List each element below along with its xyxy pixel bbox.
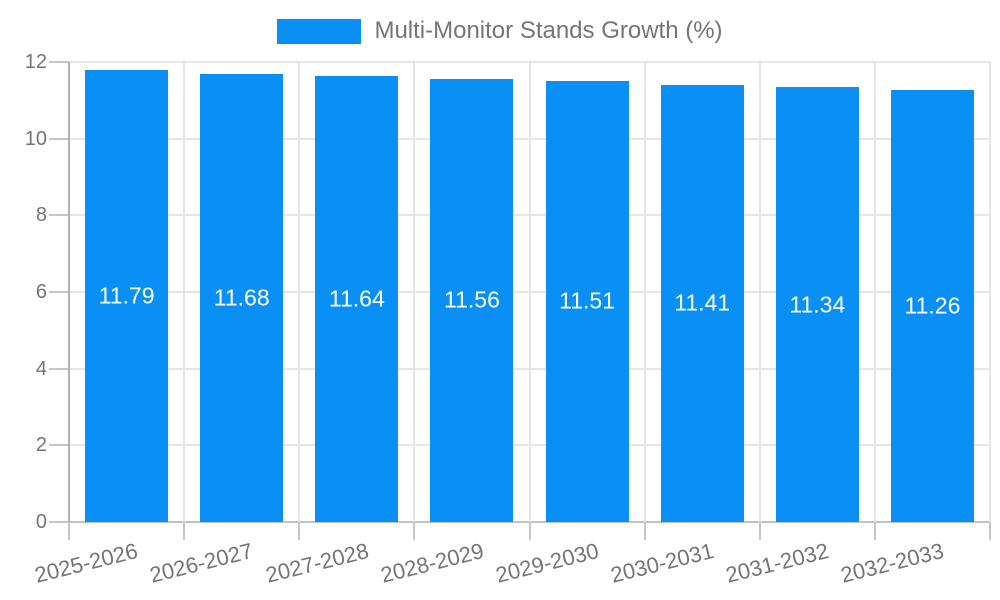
- y-axis-tick-label: 2: [35, 434, 47, 457]
- x-axis-tick: [643, 522, 646, 540]
- x-axis-tick: [758, 522, 761, 540]
- bar[interactable]: [85, 70, 169, 522]
- bar-value-label: 11.64: [328, 285, 385, 312]
- legend-swatch: [277, 18, 362, 44]
- y-axis-tick-label: 0: [35, 511, 47, 533]
- bar[interactable]: [775, 87, 859, 522]
- chart-legend[interactable]: Multi-Monitor Stands Growth (%): [0, 17, 1000, 45]
- y-axis-tick: [49, 444, 69, 447]
- y-axis-tick-label: 4: [35, 357, 47, 380]
- gridline-x: [413, 62, 416, 522]
- bar-value-label: 11.68: [213, 284, 270, 311]
- bar-value-label: 11.34: [789, 291, 846, 318]
- gridline-x: [758, 62, 761, 522]
- bar[interactable]: [545, 80, 629, 522]
- y-axis-tick: [49, 137, 69, 140]
- bar[interactable]: [430, 78, 514, 522]
- x-axis-tick: [68, 522, 70, 540]
- y-axis-tick: [49, 61, 69, 63]
- bar-value-label: 11.51: [559, 287, 615, 314]
- x-axis-tick: [989, 522, 991, 540]
- y-axis-tick-label: 8: [35, 204, 47, 227]
- y-axis-line: [68, 62, 70, 522]
- x-axis-tick: [873, 522, 876, 540]
- bar[interactable]: [890, 90, 974, 522]
- bar-value-label: 11.79: [98, 282, 155, 309]
- x-axis-tick: [183, 522, 186, 540]
- gridline-x: [528, 62, 531, 522]
- legend-label: Multi-Monitor Stands Growth (%): [374, 17, 723, 44]
- x-axis-tick-label: 2028-2029: [377, 538, 486, 588]
- x-axis-tick-label: 2029-2030: [492, 538, 602, 588]
- x-axis-tick-label: 2026-2027: [147, 538, 256, 588]
- gridline-x: [183, 62, 186, 522]
- gridline-x: [643, 62, 646, 522]
- x-axis-tick-label: 2031-2032: [723, 538, 832, 588]
- bar[interactable]: [200, 74, 284, 522]
- x-axis-tick: [528, 522, 531, 540]
- y-axis-tick: [49, 291, 69, 293]
- bar-value-label: 11.26: [904, 292, 961, 319]
- y-axis-tick-label: 6: [35, 281, 47, 303]
- x-axis-tick: [413, 522, 416, 540]
- bar-value-label: 11.56: [444, 286, 500, 313]
- bar[interactable]: [315, 75, 399, 522]
- x-axis-tick-label: 2032-2033: [838, 538, 947, 588]
- y-axis-tick: [49, 521, 69, 523]
- x-axis-tick-label: 2030-2031: [608, 538, 717, 588]
- gridline-x: [298, 62, 301, 522]
- y-axis-tick-label: 12: [24, 51, 47, 73]
- y-axis-tick-label: 10: [24, 127, 47, 150]
- bar[interactable]: [660, 84, 744, 522]
- bar-value-label: 11.41: [674, 289, 731, 316]
- y-axis-tick: [49, 214, 69, 217]
- gridline-x: [873, 62, 876, 522]
- y-axis-tick: [49, 367, 69, 370]
- x-axis-tick-label: 2027-2028: [262, 538, 371, 588]
- x-axis-tick-label: 2025-2026: [32, 538, 141, 588]
- gridline-x: [989, 62, 991, 522]
- x-axis-tick: [298, 522, 301, 540]
